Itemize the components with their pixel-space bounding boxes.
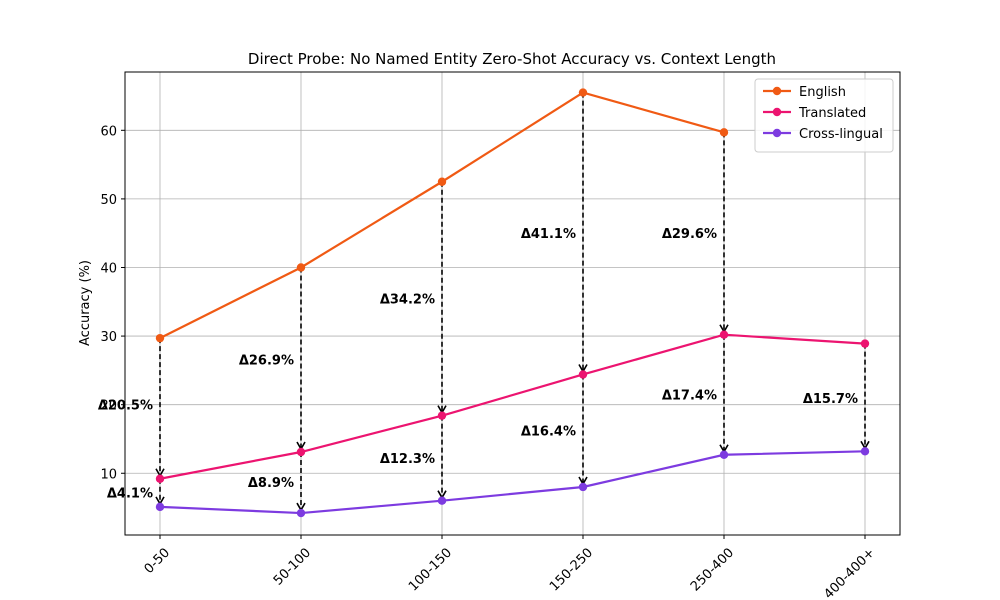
data-point-translated [155, 474, 165, 483]
data-point-english [296, 263, 306, 272]
data-point-translated [296, 447, 306, 457]
delta-label: Δ17.4% [662, 388, 717, 403]
data-point-cross-lingual [155, 502, 165, 512]
legend-swatch-marker [772, 86, 782, 96]
data-point-translated [578, 370, 588, 379]
data-point-translated [437, 411, 447, 420]
data-point-cross-lingual [296, 508, 306, 518]
data-point-english [155, 333, 165, 343]
y-tick-label: 30 [100, 330, 117, 345]
y-tick-label: 50 [100, 193, 117, 208]
delta-label: Δ41.1% [521, 227, 576, 242]
data-point-cross-lingual [719, 450, 729, 459]
legend-label: Translated [798, 106, 866, 121]
chart-title: Direct Probe: No Named Entity Zero-Shot … [248, 50, 776, 68]
y-tick-label: 20 [100, 399, 117, 414]
series-line-cross-lingual [159, 450, 866, 515]
series-line-translated [159, 333, 866, 480]
y-tick-label: 40 [100, 261, 117, 276]
delta-label: Δ12.3% [380, 452, 435, 467]
legend-swatch-marker [772, 107, 782, 117]
series-points [155, 88, 870, 518]
delta-label: Δ29.6% [662, 227, 717, 242]
legend: English Translated Cross-lingual [754, 78, 894, 153]
delta-label: Δ26.9% [239, 353, 294, 368]
y-axis-label: Accuracy (%) [78, 260, 93, 346]
legend-label: Cross-lingual [799, 127, 883, 142]
delta-label: Δ34.2% [380, 292, 435, 307]
data-point-english [719, 128, 729, 137]
data-point-translated [860, 339, 870, 348]
delta-label: Δ15.7% [803, 392, 858, 407]
data-point-cross-lingual [578, 482, 588, 492]
delta-label: Δ4.1% [107, 486, 153, 501]
y-tick-label: 60 [100, 124, 117, 139]
data-point-cross-lingual [437, 496, 447, 505]
legend-label: English [799, 85, 846, 100]
y-axis: 10 20 30 40 50 60 [100, 124, 125, 482]
data-point-translated [719, 330, 729, 339]
data-point-cross-lingual [860, 447, 870, 456]
plot-frame [124, 71, 901, 536]
data-point-english [437, 177, 447, 186]
delta-label: Δ16.4% [521, 425, 576, 440]
y-tick-label: 10 [100, 467, 117, 482]
delta-label: Δ8.9% [248, 476, 294, 491]
data-point-english [578, 88, 588, 97]
legend-swatch-marker [772, 128, 782, 138]
